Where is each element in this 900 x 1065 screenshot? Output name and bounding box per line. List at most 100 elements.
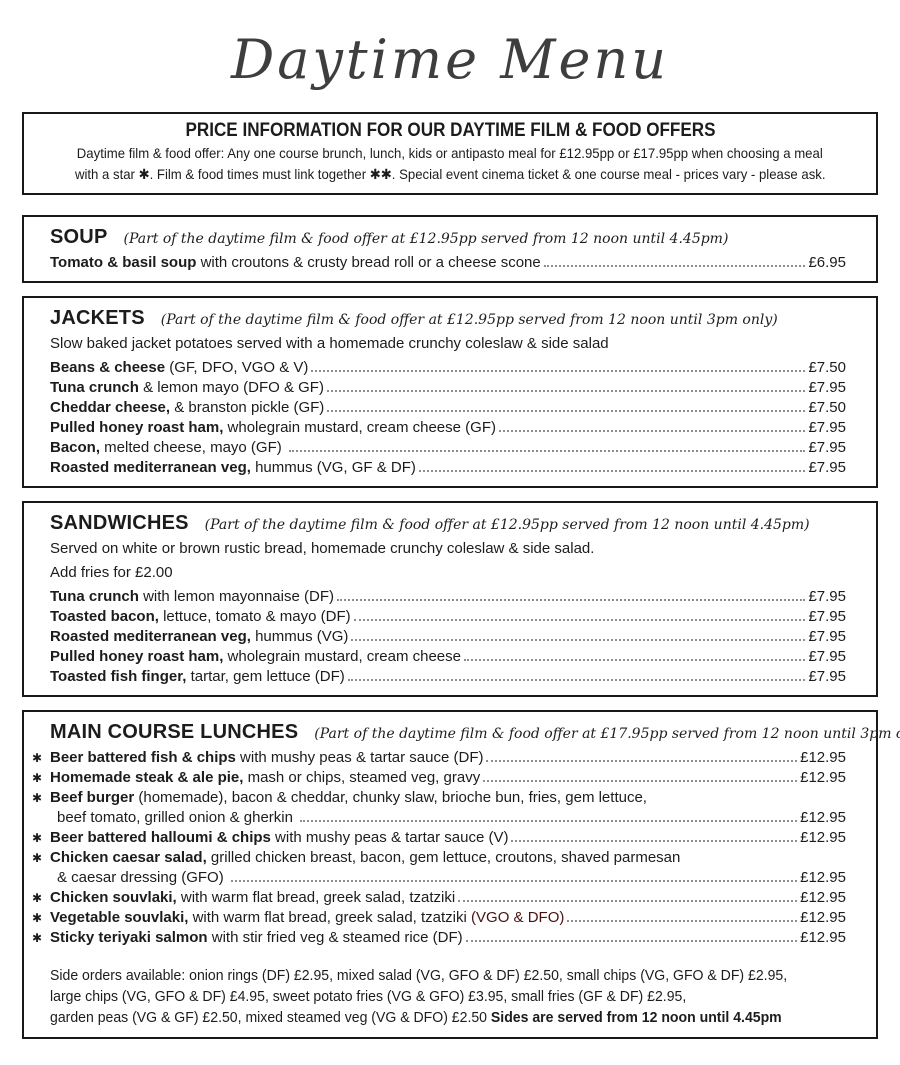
- menu-item-line-2: & caesar dressing (GFO) £12.95: [50, 868, 846, 888]
- side-orders-text: garden peas (VG & GF) £2.50, mixed steam…: [50, 1010, 782, 1026]
- price-info-line-2: with a star ✱. Film & food times must li…: [36, 165, 864, 184]
- price-info-line-1-text: Daytime film & food offer: Any one cours…: [77, 145, 823, 161]
- menu-item: ✱ Beer battered fish & chips with mushy p…: [32, 748, 846, 768]
- menu-item: Roasted mediterranean veg, hummus (VG, G…: [50, 458, 846, 478]
- menu-item-line: Beef burger (homemade), bacon & cheddar,…: [50, 788, 846, 808]
- section-heading-row: JACKETS (Part of the daytime film & food …: [50, 306, 846, 330]
- item-price: £7.95: [808, 379, 846, 396]
- menu-item-line-2: beef tomato, grilled onion & gherkin £12…: [50, 808, 846, 828]
- side-orders: Side orders available: onion rings (DF) …: [50, 966, 846, 1029]
- menu-item-body: Toasted bacon, lettuce, tomato & mayo (D…: [50, 607, 846, 627]
- menu-item-line: Toasted bacon, lettuce, tomato & mayo (D…: [50, 607, 846, 627]
- menu-item-body: Roasted mediterranean veg, hummus (VG) £7…: [50, 627, 846, 647]
- item-name: Toasted bacon,: [50, 608, 159, 625]
- menu-item-body: Cheddar cheese, & branston pickle (GF) £7…: [50, 398, 846, 418]
- menu-item: Tuna crunch & lemon mayo (DFO & GF) £7.95: [50, 378, 846, 398]
- menu-item-line: Tuna crunch with lemon mayonnaise (DF) £7…: [50, 587, 846, 607]
- item-name: Sticky teriyaki salmon: [50, 929, 208, 946]
- item-name: Chicken caesar salad,: [50, 849, 207, 866]
- section-heading-row: MAIN COURSE LUNCHES (Part of the daytime …: [50, 720, 900, 744]
- section-intro-line: Add fries for £2.00: [50, 564, 173, 581]
- side-orders-text: large chips (VG, GFO & DF) £4.95, sweet …: [50, 989, 687, 1005]
- section-title: MAIN COURSE LUNCHES: [50, 721, 299, 743]
- item-price: £7.95: [808, 439, 846, 456]
- menu-item-line: Beer battered fish & chips with mushy pe…: [50, 748, 846, 768]
- menu-item: ✱ Beer battered halloumi & chips with mus…: [32, 828, 846, 848]
- menu-item-body: Beef burger (homemade), bacon & cheddar,…: [50, 788, 846, 828]
- dots-leader: [567, 920, 798, 922]
- menu-item-line: Tuna crunch & lemon mayo (DFO & GF) £7.95: [50, 378, 846, 398]
- section-subtitle: (Part of the daytime film & food offer a…: [160, 312, 778, 328]
- item-price: £12.95: [800, 769, 846, 786]
- price-info-box: PRICE INFORMATION FOR OUR DAYTIME FILM &…: [22, 112, 878, 195]
- item-price: £7.95: [808, 628, 846, 645]
- menu-item-body: Tuna crunch with lemon mayonnaise (DF) £7…: [50, 587, 846, 607]
- item-description: grilled chicken breast, bacon, gem lettu…: [206, 849, 681, 866]
- menu-item: Beans & cheese (GF, DFO, VGO & V) £7.50: [50, 358, 846, 378]
- menu-item-line: Roasted mediterranean veg, hummus (VG) £7…: [50, 627, 846, 647]
- menu-item-line: Beans & cheese (GF, DFO, VGO & V) £7.50: [50, 358, 846, 378]
- menu-item: ✱ Homemade steak & ale pie, mash or chips…: [32, 768, 846, 788]
- item-description: hummus (VG, GF & DF): [250, 459, 416, 476]
- menu-item: ✱ Sticky teriyaki salmon with stir fried …: [32, 928, 846, 948]
- menu-item-line: Roasted mediterranean veg, hummus (VG, G…: [50, 458, 846, 478]
- item-name: Toasted fish finger,: [50, 668, 187, 685]
- star-icon: ✱: [32, 771, 43, 785]
- dots-leader: [498, 430, 806, 432]
- item-description: (homemade), bacon & cheddar, chunky slaw…: [134, 789, 647, 806]
- item-description: with croutons & crusty bread roll or a c…: [196, 254, 541, 271]
- item-name: Roasted mediterranean veg,: [50, 628, 251, 645]
- menu-item-body: Tomato & basil soup with croutons & crus…: [50, 253, 846, 273]
- menu-item-body: Tuna crunch & lemon mayo (DFO & GF) £7.95: [50, 378, 846, 398]
- item-description: with warm flat bread, greek salad, tzatz…: [176, 889, 456, 906]
- item-description: lettuce, tomato & mayo (DF): [158, 608, 351, 625]
- menu-item: ✱ Chicken caesar salad, grilled chicken b…: [32, 848, 846, 888]
- item-description: wholegrain mustard, cream cheese (GF): [223, 419, 496, 436]
- item-price: £12.95: [800, 869, 846, 886]
- dots-leader: [464, 659, 806, 661]
- dots-leader: [418, 470, 806, 472]
- menu-item-line: Chicken souvlaki, with warm flat bread, …: [50, 888, 846, 908]
- menu-item-line: Tomato & basil soup with croutons & crus…: [50, 253, 846, 273]
- item-description: & caesar dressing (GFO): [57, 869, 228, 886]
- menu-item-line: Cheddar cheese, & branston pickle (GF) £7…: [50, 398, 846, 418]
- item-description: tartar, gem lettuce (DF): [186, 668, 345, 685]
- dots-leader: [483, 780, 798, 782]
- menu-item: Tomato & basil soup with croutons & crus…: [50, 253, 846, 273]
- menu-item: Roasted mediterranean veg, hummus (VG) £7…: [50, 627, 846, 647]
- item-name: Tuna crunch: [50, 379, 139, 396]
- menu-item-line: Vegetable souvlaki, with warm flat bread…: [50, 908, 846, 928]
- menu-item-body: Sticky teriyaki salmon with stir fried v…: [50, 928, 846, 948]
- menu-item-line: Bacon, melted cheese, mayo (GF) £7.95: [50, 438, 846, 458]
- item-description: with stir fried veg & steamed rice (DF): [207, 929, 463, 946]
- dots-leader: [353, 619, 806, 621]
- item-price: £12.95: [800, 749, 846, 766]
- item-price: £7.95: [808, 588, 846, 605]
- star-icon: ✱: [32, 911, 43, 925]
- dots-leader: [543, 265, 806, 267]
- dots-leader: [311, 370, 806, 372]
- item-description: with lemon mayonnaise (DF): [138, 588, 334, 605]
- dots-leader: [230, 880, 798, 882]
- menu-item-body: Beer battered halloumi & chips with mush…: [50, 828, 846, 848]
- item-name: Pulled honey roast ham,: [50, 648, 224, 665]
- menu-item-line: Sticky teriyaki salmon with stir fried v…: [50, 928, 846, 948]
- item-price: £12.95: [800, 889, 846, 906]
- section-title: SANDWICHES: [50, 512, 189, 534]
- section-jackets: JACKETS (Part of the daytime film & food …: [22, 296, 878, 488]
- item-name: Tuna crunch: [50, 588, 139, 605]
- side-orders-line: large chips (VG, GFO & DF) £4.95, sweet …: [50, 987, 846, 1008]
- section-heading-row: SOUP (Part of the daytime film & food off…: [50, 225, 846, 249]
- menu-item: Toasted bacon, lettuce, tomato & mayo (D…: [50, 607, 846, 627]
- item-description: melted cheese, mayo (GF): [100, 439, 286, 456]
- item-name: Roasted mediterranean veg,: [50, 459, 251, 476]
- item-name: Beer battered fish & chips: [50, 749, 236, 766]
- section-subtitle: (Part of the daytime film & food offer a…: [123, 231, 729, 247]
- item-dietary-highlight: (VGO & DFO): [471, 909, 565, 926]
- price-info-line-2-text: with a star ✱. Film & food times must li…: [74, 166, 826, 182]
- section-subtitle: (Part of the daytime film & food offer a…: [314, 726, 900, 742]
- item-description: with warm flat bread, greek salad, tzatz…: [188, 909, 472, 926]
- item-description: hummus (VG): [250, 628, 349, 645]
- item-price: £12.95: [800, 829, 846, 846]
- menu-item-body: Homemade steak & ale pie, mash or chips,…: [50, 768, 846, 788]
